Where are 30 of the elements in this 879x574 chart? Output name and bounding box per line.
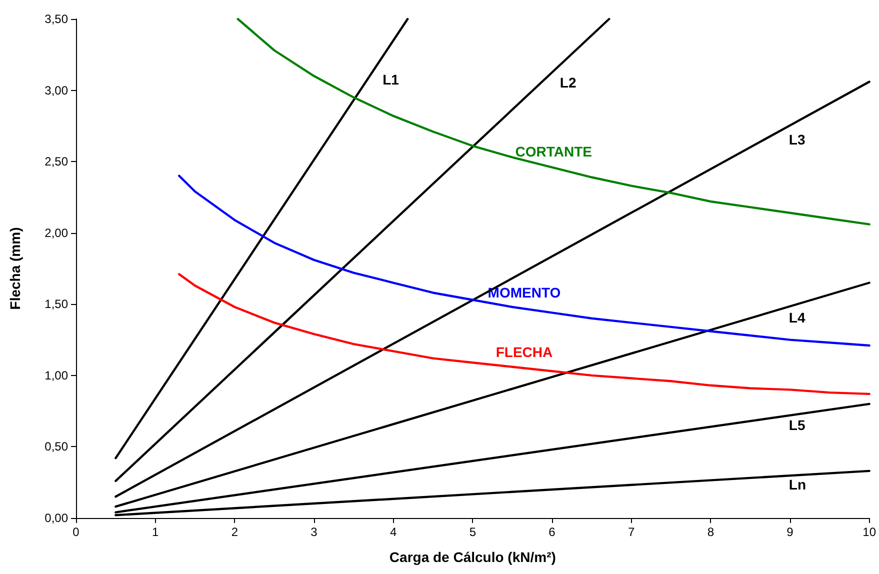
series-label: MOMENTO <box>488 284 561 301</box>
series-label: L4 <box>788 310 806 326</box>
x-tick-label: 2 <box>231 525 238 539</box>
y-axis-title: Flecha (mm) <box>7 227 23 310</box>
y-tick-label: 2,50 <box>44 154 68 169</box>
y-tick-label: 1,50 <box>44 297 68 312</box>
series-label: CORTANTE <box>515 144 592 160</box>
series-label: L3 <box>788 132 806 148</box>
x-tick-label: 10 <box>862 525 876 539</box>
x-tick-label: 5 <box>469 525 476 539</box>
x-tick-label: 3 <box>310 525 318 539</box>
x-tick-label: 1 <box>152 525 159 539</box>
x-axis-title: Carga de Cálculo (kN/m²) <box>389 549 556 565</box>
x-tick-label: 8 <box>707 525 714 539</box>
x-tick-label: 7 <box>628 525 635 539</box>
x-tick-label: 0 <box>72 525 80 539</box>
series-label: Ln <box>788 476 806 492</box>
series-label: FLECHA <box>496 344 553 360</box>
series-label: L5 <box>788 416 806 433</box>
x-tick-label: 6 <box>548 525 556 539</box>
series-label: L2 <box>560 74 576 90</box>
y-tick-label: 0,50 <box>44 440 68 454</box>
y-tick-label: 3,50 <box>44 12 68 26</box>
y-tick-label: 2,00 <box>44 226 68 240</box>
x-tick-label: 4 <box>390 525 397 539</box>
series-label: L1 <box>382 72 400 88</box>
y-tick-label: 0,00 <box>44 511 68 525</box>
y-tick-label: 3,00 <box>44 83 68 98</box>
x-tick-label: 9 <box>786 525 794 539</box>
y-tick-label: 1,00 <box>44 368 68 382</box>
